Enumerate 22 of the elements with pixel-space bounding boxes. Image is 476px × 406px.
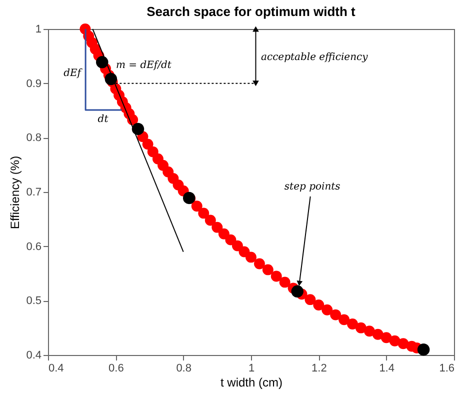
x-axis-title: t width (cm) bbox=[220, 376, 283, 390]
y-tick-label: 0.4 bbox=[26, 350, 42, 362]
x-tick-label: 1 bbox=[248, 362, 255, 374]
annotation: step points bbox=[284, 181, 340, 192]
annotation: dEf bbox=[64, 68, 84, 79]
y-tick-label: 1 bbox=[35, 24, 42, 36]
x-tick-label: 1.4 bbox=[379, 362, 394, 374]
y-tick-label: 0.9 bbox=[26, 78, 42, 90]
y-tick-label: 0.6 bbox=[26, 240, 42, 253]
y-axis-title: Efficiency (%) bbox=[8, 156, 22, 230]
y-tick-label: 0.7 bbox=[26, 186, 42, 198]
annotation: acceptable efficiency bbox=[261, 52, 368, 63]
y-tick-label: 0.5 bbox=[26, 295, 42, 308]
x-tick-label: 0.4 bbox=[48, 362, 64, 374]
chart-title: Search space for optimum width t bbox=[146, 4, 356, 19]
x-tick-label: 1.2 bbox=[312, 362, 327, 374]
x-tick-label: 1.6 bbox=[439, 362, 454, 374]
x-tick-label: 0.8 bbox=[176, 362, 192, 374]
x-tick-label: 0.6 bbox=[108, 362, 124, 374]
y-tick-label: 0.8 bbox=[26, 132, 42, 144]
annotation: m = dEf/dt bbox=[116, 60, 172, 71]
annotation: dt bbox=[98, 114, 110, 125]
